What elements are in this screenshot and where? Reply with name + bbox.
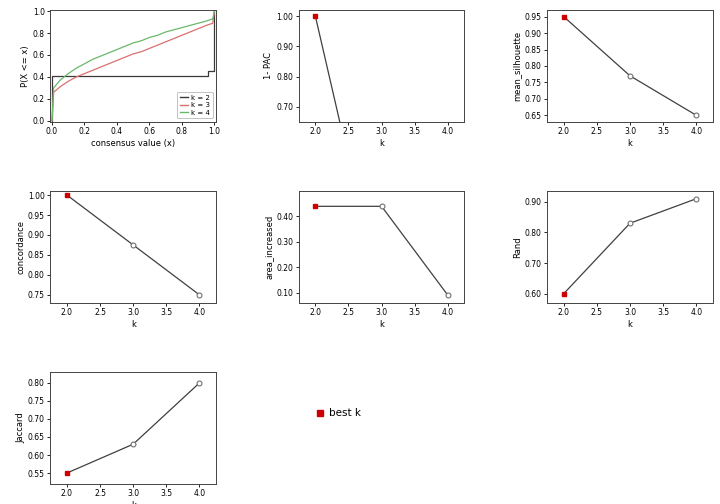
Legend: best k: best k [312, 405, 364, 421]
X-axis label: k: k [628, 320, 632, 329]
X-axis label: consensus value (x): consensus value (x) [91, 139, 175, 148]
Y-axis label: 1- PAC: 1- PAC [264, 52, 274, 80]
Y-axis label: area_increased: area_increased [264, 215, 274, 279]
Y-axis label: P(X <= x): P(X <= x) [21, 45, 30, 87]
X-axis label: k: k [628, 139, 632, 148]
Y-axis label: Jaccard: Jaccard [16, 413, 25, 444]
Y-axis label: concordance: concordance [16, 220, 25, 274]
Legend: k = 2, k = 3, k = 4: k = 2, k = 3, k = 4 [177, 92, 212, 118]
X-axis label: k: k [131, 501, 135, 504]
Y-axis label: Rand: Rand [513, 236, 522, 258]
X-axis label: k: k [131, 320, 135, 329]
X-axis label: k: k [379, 320, 384, 329]
Y-axis label: mean_silhouette: mean_silhouette [513, 31, 522, 101]
X-axis label: k: k [379, 139, 384, 148]
